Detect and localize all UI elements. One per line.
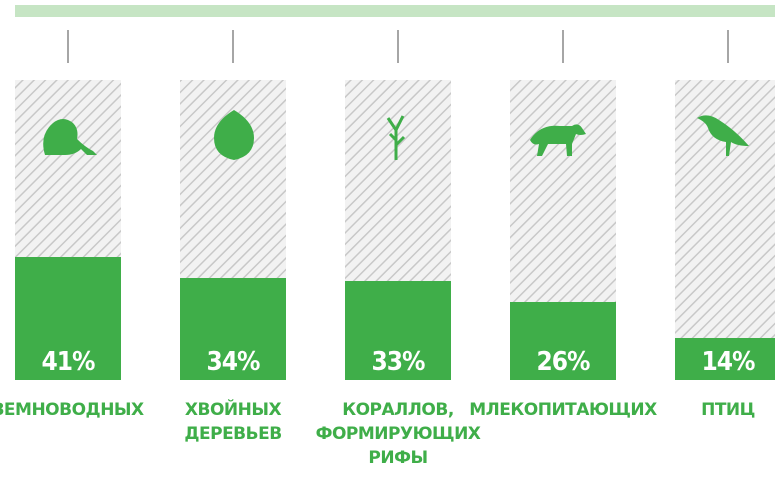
bar <box>345 281 451 380</box>
category-label: КОРАЛЛОВ, ФОРМИРУЮЩИХ РИФЫ <box>315 400 481 468</box>
icons <box>43 110 749 160</box>
value-label: 33% <box>372 347 426 377</box>
category-label: МЛЕКОПИТАЮЩИХ <box>469 400 657 420</box>
separators <box>67 30 729 63</box>
value-label: 34% <box>207 347 261 377</box>
bar <box>15 257 121 380</box>
category-label: ХВОЙНЫХ ДЕРЕВЬЕВ <box>184 400 282 444</box>
value-label: 41% <box>42 347 96 377</box>
value-label: 26% <box>537 347 591 377</box>
bar <box>675 338 775 380</box>
bar <box>510 302 616 380</box>
category-label: ЗЕМНОВОДНЫХ <box>0 400 144 420</box>
value-label: 14% <box>702 347 756 377</box>
top-band <box>15 5 775 17</box>
category-label: ПТИЦ <box>701 400 755 420</box>
bar <box>180 278 286 380</box>
